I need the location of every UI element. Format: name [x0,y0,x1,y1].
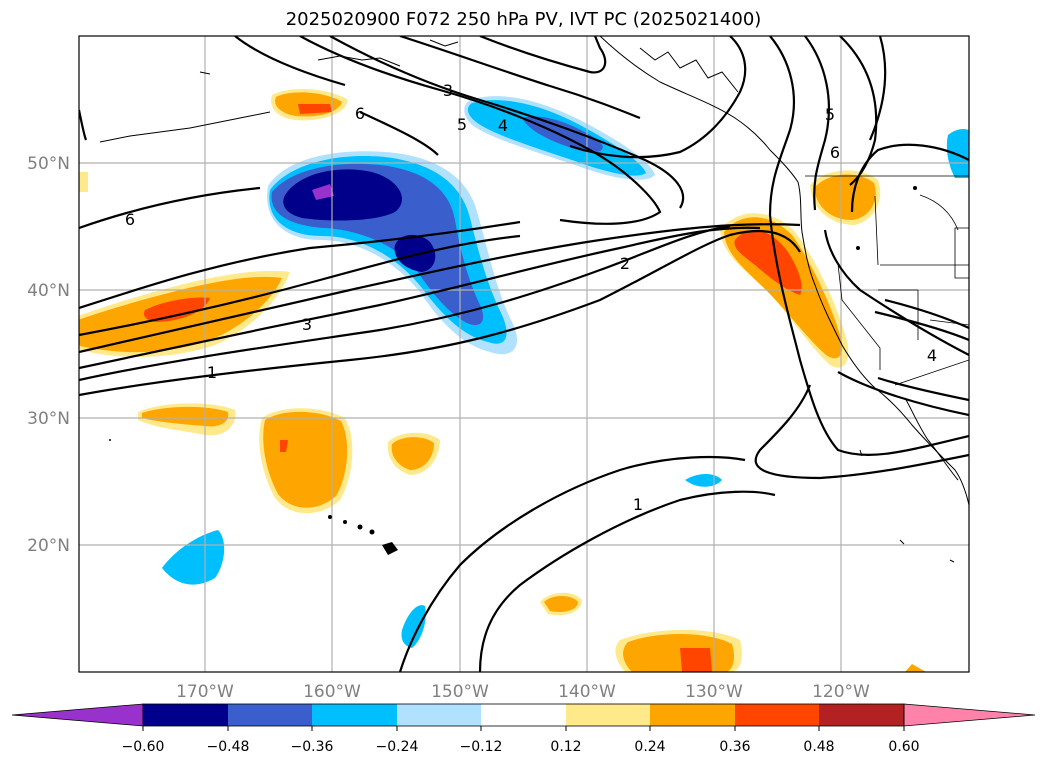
colorbar-segment [228,704,312,726]
borders [805,175,969,386]
coastlines [99,36,969,563]
colorbar-segment [312,704,397,726]
colorbar-tick-label: −0.48 [207,739,250,755]
colorbar-tick-label: 0.24 [634,739,665,755]
negative-anomaly-fills [162,96,969,648]
contour-label: 5 [457,115,467,134]
lon-label: 120°W [812,682,870,702]
contour-label: 1 [633,495,643,514]
longitude-labels: 170°W 160°W 150°W 140°W 130°W 120°W [176,682,870,702]
lon-label: 170°W [176,682,234,702]
contour-label: 4 [927,346,937,365]
colorbar-tick-label: 0.48 [803,739,834,755]
colorbar-segment [397,704,481,726]
colorbar-extend-min [11,703,144,727]
lat-label: 50°N [27,154,70,174]
colorbar: −0.60 −0.48 −0.36 −0.24 −0.12 0.12 0.24 … [11,703,1036,755]
contour-label: 6 [830,143,840,162]
islands [109,186,917,555]
colorbar-tick-label: −0.60 [122,739,165,755]
map-panel: 1 1 2 3 3 4 4 5 5 6 6 6 [79,36,969,672]
colorbar-tick-label: −0.24 [376,739,419,755]
colorbar-extend-max [903,703,1036,727]
colorbar-tick-label: 0.12 [550,739,581,755]
ivt-contours [79,36,969,672]
contour-label: 5 [825,105,835,124]
colorbar-tick-label: 0.36 [719,739,750,755]
colorbar-tick-label: −0.12 [460,739,503,755]
contour-labels: 1 1 2 3 3 4 4 5 5 6 6 6 [125,81,937,514]
lat-label: 40°N [27,281,70,301]
contour-label: 2 [620,254,630,273]
colorbar-tick-label: 0.60 [888,739,919,755]
map-frame [78,35,970,673]
colorbar-tickmarks [142,726,905,731]
colorbar-tick-labels: −0.60 −0.48 −0.36 −0.24 −0.12 0.12 0.24 … [122,739,920,755]
colorbar-segment [143,704,228,726]
contour-label: 6 [125,210,135,229]
map-title: 2025020900 F072 250 hPa PV, IVT PC (2025… [285,9,762,30]
contour-label: 6 [355,104,365,123]
lon-label: 160°W [303,682,361,702]
colorbar-frame [142,703,905,727]
colorbar-segment [819,704,904,726]
colorbar-segment [481,704,566,726]
lat-label: 30°N [27,409,70,429]
contour-label: 3 [302,315,312,334]
latitude-labels: 50°N 40°N 30°N 20°N [27,154,70,556]
colorbar-tick-label: −0.36 [291,739,334,755]
colorbar-segment [566,704,650,726]
lon-label: 130°W [685,682,743,702]
contour-label: 1 [207,363,217,382]
lat-label: 20°N [27,536,70,556]
contour-label: 4 [498,116,508,135]
lon-label: 140°W [558,682,616,702]
lon-label: 150°W [431,682,489,702]
contour-label: 3 [443,81,453,100]
gridlines [79,36,969,672]
colorbar-segment [735,704,819,726]
colorbar-segment [650,704,735,726]
